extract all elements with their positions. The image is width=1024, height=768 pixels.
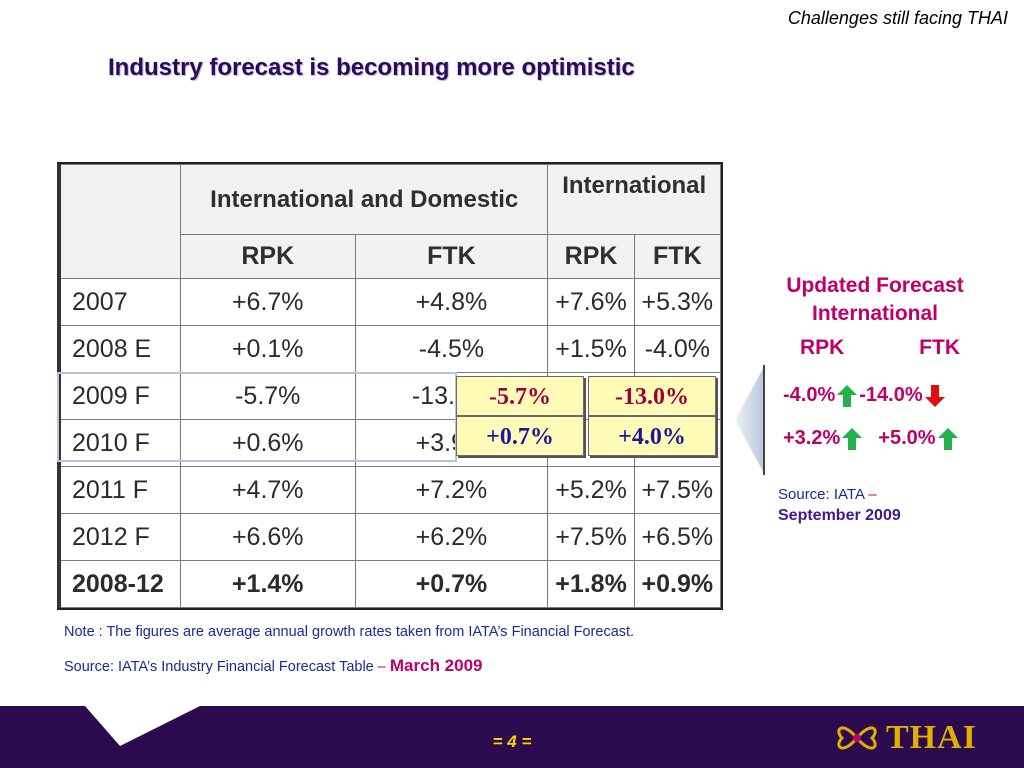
table-row: 2008 E +0.1% -4.5% +1.5% -4.0% xyxy=(59,325,722,373)
arrow-up-icon xyxy=(842,427,863,450)
column-label-ftk: FTK xyxy=(919,336,960,359)
row-year: 2007 xyxy=(59,278,181,326)
table-cell: +4.8% xyxy=(354,278,549,326)
subheader-rpk: RPK xyxy=(180,234,356,279)
table-row: 2011 F +4.7% +7.2% +5.2% +7.5% xyxy=(59,466,722,514)
group-header-intl-domestic: International and Domestic xyxy=(179,164,549,235)
page-number: = 4 = xyxy=(492,732,532,751)
thai-orchid-logo-icon xyxy=(837,726,877,750)
table-row-total: 2008-12 +1.4% +0.7% +1.8% +0.9% xyxy=(59,560,722,608)
updated-forecast-row-2010: +3.2% +5.0% xyxy=(783,427,960,450)
table-cell: -5.7% xyxy=(180,372,356,420)
table-cell: +7.5% xyxy=(633,466,722,514)
footnote: Note : The figures are average annual gr… xyxy=(64,624,635,640)
table-cell: +5.3% xyxy=(633,278,722,326)
group-header-label: International and Domestic xyxy=(210,185,519,213)
table-cell: +0.7% xyxy=(354,560,549,608)
row-year: 2008-12 xyxy=(59,560,181,608)
updated-forecast-title-line2: International xyxy=(811,302,938,325)
overlay-2010-ftk: +4.0% xyxy=(588,416,716,456)
thai-logo: THAI xyxy=(832,716,977,760)
forecast-value-rpk: +3.2% xyxy=(783,427,841,449)
table-cell: +7.2% xyxy=(354,466,549,514)
row-year: 2008 E xyxy=(59,325,181,373)
source-date: September 2009 xyxy=(778,507,901,524)
table-cell: +6.2% xyxy=(354,513,549,561)
pointer-arrow-icon xyxy=(735,365,765,475)
table-cell: +7.5% xyxy=(547,513,635,561)
arrow-up-icon xyxy=(937,427,958,450)
table-cell: +6.6% xyxy=(180,513,356,561)
overlay-2009-ftk: -13.0% xyxy=(588,376,716,416)
updated-forecast-title-line1: Updated Forecast xyxy=(786,274,964,297)
updated-forecast-row-2009: -4.0% -14.0% xyxy=(783,384,947,407)
table-cell: -4.5% xyxy=(354,325,549,373)
group-header-label: International xyxy=(562,172,707,199)
subheader-ftk: FTK xyxy=(354,234,549,279)
updated-forecast-title: Updated Forecast International xyxy=(760,272,990,328)
slide-title: Industry forecast is becoming more optim… xyxy=(108,54,635,81)
source-label: Source: IATA’s Industry Financial Foreca… xyxy=(64,659,374,675)
arrow-down-icon xyxy=(924,384,945,407)
table-cell: +0.6% xyxy=(180,419,356,467)
table-cell: +0.1% xyxy=(180,325,356,373)
table-cell: +5.2% xyxy=(547,466,635,514)
table-row: 2007 +6.7% +4.8% +7.6% +5.3% xyxy=(59,278,722,326)
table-cell: +1.5% xyxy=(547,325,635,373)
source-dash: – xyxy=(377,659,386,675)
table-cell: -4.0% xyxy=(633,325,722,373)
updated-forecast-source: Source: IATA – September 2009 xyxy=(778,484,901,526)
table-cell: +1.4% xyxy=(180,560,356,608)
subheader-rpk: RPK xyxy=(547,234,635,279)
source-dash: – xyxy=(868,486,877,503)
table-cell: +7.6% xyxy=(547,278,635,326)
group-header-intl: International xyxy=(547,164,721,235)
updated-forecast-columns: RPK FTK xyxy=(800,336,960,360)
logo-text: THAI xyxy=(886,719,977,756)
arrow-up-icon xyxy=(837,384,858,407)
table-cell: +6.5% xyxy=(633,513,722,561)
table-row: 2012 F +6.6% +6.2% +7.5% +6.5% xyxy=(59,513,722,561)
forecast-value-ftk: -14.0% xyxy=(859,384,923,406)
table-cell: +4.7% xyxy=(180,466,356,514)
subheader-ftk: FTK xyxy=(633,234,722,279)
forecast-value-rpk: -4.0% xyxy=(783,384,836,406)
section-note: Challenges still facing THAI xyxy=(787,8,1008,28)
overlay-2010-rpk: +0.7% xyxy=(456,416,584,456)
row-year: 2010 F xyxy=(59,419,181,467)
row-year: 2011 F xyxy=(59,466,181,514)
column-label-rpk: RPK xyxy=(800,336,845,359)
row-year: 2009 F xyxy=(59,372,181,420)
table-cell: +0.9% xyxy=(633,560,722,608)
table-cell: +1.8% xyxy=(547,560,635,608)
source-label: Source: IATA xyxy=(778,486,865,503)
forecast-value-ftk: +5.0% xyxy=(878,427,936,449)
table-cell: +6.7% xyxy=(180,278,356,326)
overlay-2009-rpk: -5.7% xyxy=(456,376,584,416)
source-date: March 2009 xyxy=(389,656,483,675)
table-corner-cell xyxy=(59,164,181,279)
table-header-row: International and Domestic International xyxy=(59,164,721,279)
row-year: 2012 F xyxy=(59,513,181,561)
table-source: Source: IATA’s Industry Financial Foreca… xyxy=(64,656,483,676)
